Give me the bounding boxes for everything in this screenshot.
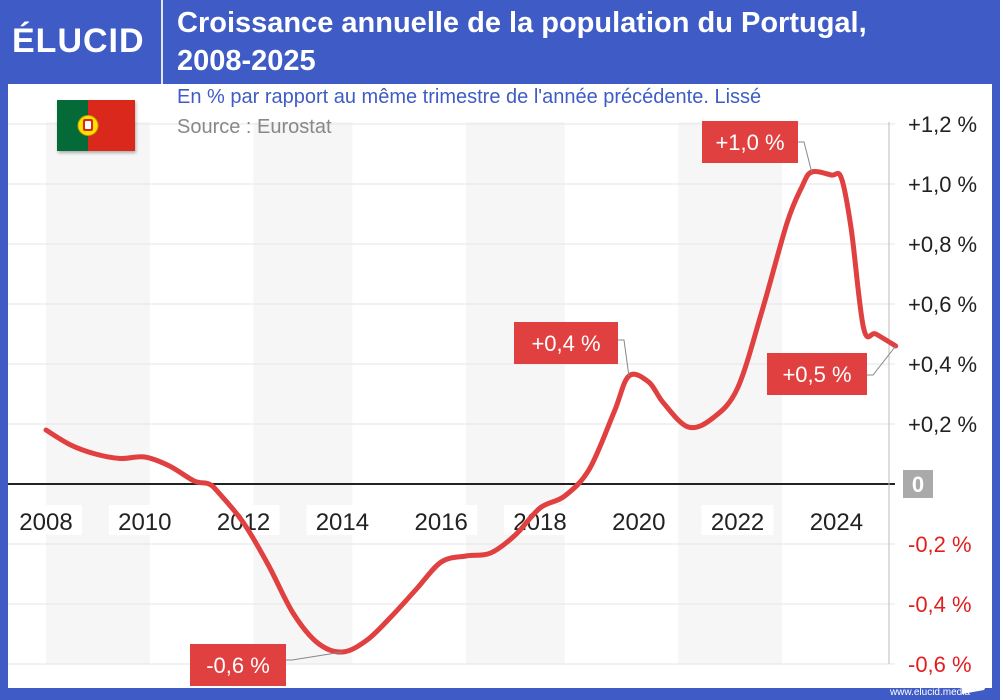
y-tick-label: +0,4 % — [908, 352, 977, 377]
y-tick-label: -0,4 % — [908, 592, 972, 617]
x-tick-bg — [800, 505, 873, 535]
x-tick-bg — [10, 505, 82, 535]
x-tick-bg — [701, 505, 774, 535]
elucid-logo: ÉLUCID — [12, 22, 145, 60]
y-tick-label: -0,2 % — [908, 532, 972, 557]
x-tick-label: 2024 — [810, 509, 863, 536]
annotation-box — [514, 322, 618, 364]
x-tick-label: 2008 — [19, 509, 72, 536]
zero-badge — [903, 470, 933, 498]
shaded-band — [46, 122, 150, 664]
header-divider — [161, 0, 163, 84]
y-tick-label: +0,2 % — [908, 412, 977, 437]
x-tick-bg — [405, 505, 478, 535]
x-tick-bg — [602, 505, 675, 535]
y-tick-label: 0 — [912, 472, 924, 497]
annotation-box — [702, 121, 798, 163]
x-tick-label: 2010 — [118, 509, 171, 536]
x-tick-label: 2018 — [513, 509, 566, 536]
annotation-label: -0,6 % — [206, 653, 270, 678]
annotation-box — [190, 644, 286, 686]
population-growth-line — [43, 168, 899, 655]
x-tick-bg — [306, 505, 379, 535]
chart-source: Source : Eurostat — [177, 116, 332, 138]
title-line-2: 2008-2025 — [177, 45, 316, 77]
x-tick-label: 2016 — [415, 509, 468, 536]
y-tick-label: +0,6 % — [908, 292, 977, 317]
shaded-band — [465, 122, 565, 664]
annotation-leader — [798, 141, 813, 173]
annotation-leader — [867, 345, 897, 376]
footer-url[interactable]: www.elucid.media — [889, 687, 970, 698]
x-tick-label: 2020 — [612, 509, 665, 536]
shaded-band — [678, 122, 783, 664]
title-line-1: Croissance annuelle de la population du … — [177, 7, 867, 39]
annotation-box — [767, 353, 867, 395]
annotation-label: +1,0 % — [715, 130, 784, 155]
header: ÉLUCID Croissance annuelle de la populat… — [0, 0, 1000, 84]
y-tick-label: -0,6 % — [908, 652, 972, 677]
elucid-mark-icon — [962, 680, 990, 694]
shaded-band — [253, 122, 353, 664]
x-tick-bg — [108, 505, 181, 535]
y-tick-label: +0,8 % — [908, 232, 977, 257]
x-tick-label: 2022 — [711, 509, 764, 536]
x-tick-label: 2014 — [316, 509, 369, 536]
chart-subtitle: En % par rapport au même trimestre de l'… — [177, 86, 762, 108]
portugal-flag-icon — [57, 100, 135, 151]
y-tick-label: +1,2 % — [908, 112, 977, 137]
annotation-label: +0,4 % — [531, 331, 600, 356]
annotation-leader — [618, 339, 630, 377]
annotation-label: +0,5 % — [782, 362, 851, 387]
y-tick-label: +1,0 % — [908, 172, 977, 197]
chart-title: Croissance annuelle de la population du … — [177, 4, 867, 80]
annotation-leader — [286, 651, 343, 661]
